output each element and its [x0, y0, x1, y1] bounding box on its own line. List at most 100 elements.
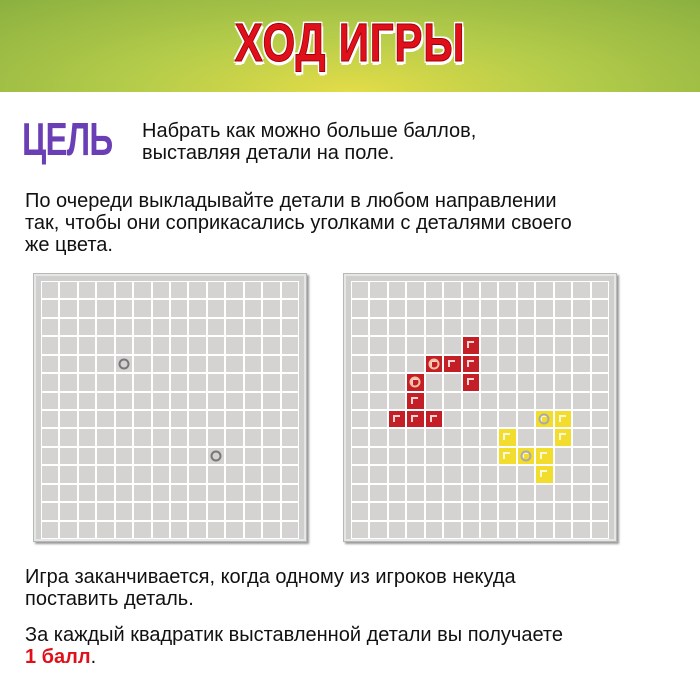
board-cell	[573, 411, 590, 428]
board-cell	[407, 300, 424, 317]
board-cell	[97, 447, 114, 465]
board-cell	[352, 374, 369, 391]
board-cell	[263, 521, 280, 538]
board-cell	[244, 337, 262, 354]
board-cell	[152, 411, 169, 428]
board-cell	[444, 521, 461, 538]
board-cell	[189, 521, 206, 538]
board-cell	[171, 318, 188, 336]
board-cell	[444, 374, 461, 391]
board-cell	[134, 282, 151, 299]
board-cell	[226, 429, 243, 446]
board-cell	[481, 355, 498, 373]
rule-line: поставить деталь.	[25, 588, 194, 610]
board-cell	[207, 374, 225, 391]
board-cell	[517, 282, 535, 299]
board-cell	[591, 503, 608, 520]
board-cell	[171, 374, 188, 391]
board-cell	[407, 429, 424, 446]
board-cell	[591, 392, 608, 409]
board-cell	[591, 484, 608, 502]
board-cell	[134, 429, 151, 446]
board-cell	[134, 466, 151, 483]
board-cell	[444, 429, 461, 446]
board-cell	[444, 503, 461, 520]
board-cell	[425, 392, 443, 409]
board-cell	[263, 355, 280, 373]
board-cell	[554, 484, 572, 502]
board-cell	[370, 300, 387, 317]
board-cell	[171, 503, 188, 520]
board-cell	[573, 374, 590, 391]
board-cell	[263, 318, 280, 336]
board-example	[343, 273, 617, 542]
board-cell	[226, 318, 243, 336]
board-cell	[152, 300, 169, 317]
goal-line: Набрать как можно больше баллов,	[142, 120, 477, 142]
board-cell	[388, 429, 406, 446]
board-cell	[189, 337, 206, 354]
board-cell	[407, 503, 424, 520]
red-piece-cell	[407, 374, 424, 391]
board-cell	[462, 282, 479, 299]
board-cell	[189, 318, 206, 336]
board-cell	[134, 521, 151, 538]
board-cell	[42, 411, 59, 428]
yellow-piece-cell	[499, 429, 516, 446]
board-cell	[481, 484, 498, 502]
board-cell	[407, 337, 424, 354]
board-cell	[281, 429, 298, 446]
board-cell	[134, 503, 151, 520]
board-cell	[97, 318, 114, 336]
board-cell	[462, 503, 479, 520]
board-cell	[115, 300, 133, 317]
board-cell	[189, 392, 206, 409]
board-cell	[115, 337, 133, 354]
board-cell	[152, 392, 169, 409]
board-cell	[115, 484, 133, 502]
board-cell	[134, 392, 151, 409]
board-cell	[115, 521, 133, 538]
board-cell	[481, 521, 498, 538]
board-cell	[554, 447, 572, 465]
yellow-piece-cell	[554, 429, 572, 446]
board-cell	[226, 355, 243, 373]
board-cell	[189, 429, 206, 446]
board-cell	[444, 447, 461, 465]
board-cell	[591, 411, 608, 428]
board-cell	[591, 355, 608, 373]
board-cell	[60, 392, 77, 409]
goal-label: ЦЕЛЬ	[22, 113, 113, 165]
board-cell	[481, 374, 498, 391]
board-cell	[244, 466, 262, 483]
board-cell	[97, 503, 114, 520]
board-cell	[425, 318, 443, 336]
board-cell	[554, 282, 572, 299]
board-cell	[281, 411, 298, 428]
board-cell	[388, 466, 406, 483]
board-cell	[370, 374, 387, 391]
board-cell	[352, 429, 369, 446]
board-cell	[425, 337, 443, 354]
board-cell	[42, 300, 59, 317]
red-piece-cell	[425, 411, 443, 428]
board-cell	[517, 337, 535, 354]
board-cell	[517, 503, 535, 520]
board-cell	[536, 337, 553, 354]
board-cell	[263, 429, 280, 446]
board-cell	[425, 429, 443, 446]
board-cell	[226, 521, 243, 538]
board-cell	[370, 484, 387, 502]
board-cell	[226, 392, 243, 409]
board-cell	[97, 484, 114, 502]
board-cell	[573, 300, 590, 317]
board-cell	[207, 392, 225, 409]
period: .	[90, 646, 97, 668]
board-cell	[591, 429, 608, 446]
board-cell	[97, 355, 114, 373]
board-cell	[407, 466, 424, 483]
board-cell	[352, 300, 369, 317]
board-cell	[388, 355, 406, 373]
board-cell	[152, 503, 169, 520]
board-cell	[407, 355, 424, 373]
